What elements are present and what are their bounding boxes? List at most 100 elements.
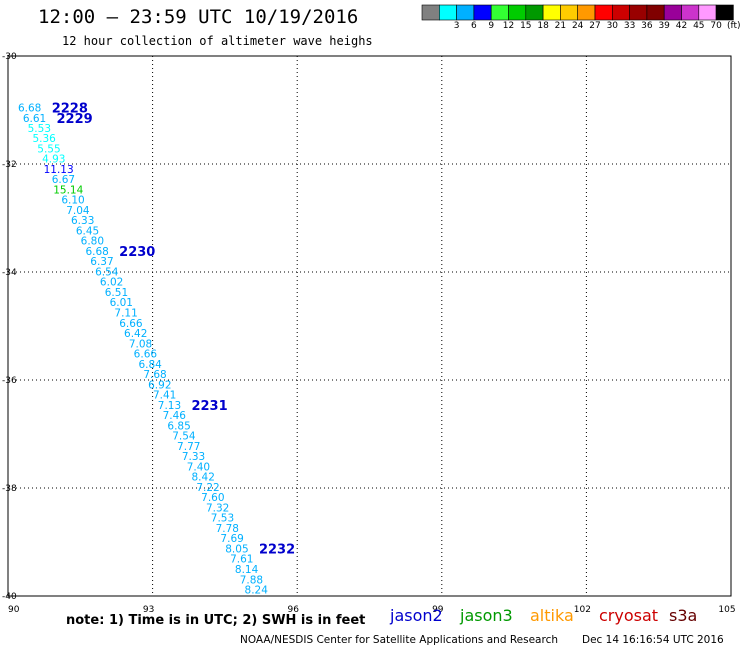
legend-swatch xyxy=(663,4,682,21)
legend-swatch xyxy=(473,4,492,21)
legend-swatch-label: 42 xyxy=(675,21,688,31)
legend-swatch xyxy=(611,4,630,21)
legend-swatch-label: 70 xyxy=(710,21,722,31)
time-label: 2228 xyxy=(52,101,88,116)
swh-value: 7.88 xyxy=(240,574,263,586)
legend-swatch xyxy=(542,4,561,21)
footer-note: note: 1) Time is in UTC; 2) SWH is in fe… xyxy=(66,613,366,628)
swh-value: 7.77 xyxy=(177,441,200,453)
swh-value: 6.68 xyxy=(18,102,41,114)
legend-swatch-label: 45 xyxy=(693,21,705,31)
swh-value: 6.80 xyxy=(81,236,104,248)
legend-swatch xyxy=(715,4,734,21)
swh-value: 6.66 xyxy=(119,318,143,330)
legend-swatch-label: 21 xyxy=(554,21,567,31)
swh-value: 7.46 xyxy=(163,410,187,422)
swh-value: 7.78 xyxy=(216,523,239,535)
legend-swatch-label: 39 xyxy=(658,21,670,31)
swh-value: 7.60 xyxy=(201,492,224,504)
legend-swatch xyxy=(560,4,579,21)
swh-value: 7.69 xyxy=(220,533,243,545)
swh-value: 7.11 xyxy=(114,308,137,320)
swh-value: 8.05 xyxy=(225,543,248,555)
legend-swatch xyxy=(646,4,665,21)
swh-value: 7.54 xyxy=(172,431,196,443)
swh-value: 6.61 xyxy=(23,113,46,125)
lat-tick-label: -40 xyxy=(2,592,17,602)
swh-value: 6.33 xyxy=(71,215,94,227)
lon-tick-label: 96 xyxy=(287,605,299,615)
legend-swatch-label: 6 xyxy=(471,21,477,31)
swh-value: 7.53 xyxy=(211,513,234,525)
swh-value: 7.22 xyxy=(196,482,219,494)
swh-value: 8.42 xyxy=(192,472,215,484)
swh-value: 7.33 xyxy=(182,451,205,463)
swh-value: 7.13 xyxy=(158,400,181,412)
legend-swatch-label: 36 xyxy=(641,21,653,31)
swh-value: 6.68 xyxy=(85,246,108,258)
time-label: 2229 xyxy=(57,112,93,127)
time-label: 2232 xyxy=(259,542,295,557)
swh-value: 6.01 xyxy=(110,297,133,309)
credit-line: NOAA/NESDIS Center for Satellite Applica… xyxy=(240,634,558,646)
swh-value: 7.32 xyxy=(206,502,229,514)
legend-swatch xyxy=(525,4,544,21)
swh-value: 6.37 xyxy=(90,256,113,268)
lat-tick-label: -34 xyxy=(2,268,17,278)
swh-value: 5.53 xyxy=(28,123,51,135)
time-label: 2230 xyxy=(119,245,155,260)
swh-value: 6.51 xyxy=(105,287,128,299)
satellite-jason3: jason3 xyxy=(460,606,513,625)
color-legend xyxy=(421,4,734,21)
swh-value: 7.68 xyxy=(143,369,166,381)
lat-tick-label: -32 xyxy=(2,160,17,170)
swh-value: 6.54 xyxy=(95,266,119,278)
swh-value: 6.66 xyxy=(134,349,158,361)
legend-swatch-label: 18 xyxy=(537,21,549,31)
swh-value: 5.36 xyxy=(32,133,56,145)
legend-swatch xyxy=(698,4,717,21)
map-grid xyxy=(8,56,731,596)
legend-swatch-label: 9 xyxy=(488,21,495,31)
swh-value: 6.92 xyxy=(148,379,171,391)
swh-value: 6.45 xyxy=(76,225,99,237)
lat-tick-label: -30 xyxy=(2,52,17,62)
legend-swatch-label: 3 xyxy=(453,21,460,31)
swh-value: 7.41 xyxy=(153,390,176,402)
lon-tick-label: 105 xyxy=(718,605,735,615)
legend-swatch xyxy=(594,4,613,21)
swh-value: 7.04 xyxy=(66,205,90,217)
swh-value: 6.67 xyxy=(52,174,75,186)
swh-value: 6.10 xyxy=(61,195,84,207)
satellite-cryosat: cryosat xyxy=(599,606,659,625)
lat-tick-label: -38 xyxy=(2,484,17,494)
legend-swatch-label: 27 xyxy=(589,21,601,31)
legend-swatch-label: 33 xyxy=(623,21,636,31)
legend-unit: (ft) xyxy=(727,21,740,31)
lon-tick-label: 90 xyxy=(8,605,20,615)
map-title: 12:00 – 23:59 UTC 10/19/2016 xyxy=(38,6,359,28)
lon-tick-label: 99 xyxy=(432,605,444,615)
swh-value: 7.08 xyxy=(129,338,152,350)
swh-value: 8.24 xyxy=(245,585,269,597)
lon-tick-label: 93 xyxy=(143,605,154,615)
swh-value: 6.02 xyxy=(100,277,123,289)
generated-timestamp: Dec 14 16:16:54 UTC 2016 xyxy=(582,634,724,646)
swh-value: 15.14 xyxy=(53,184,83,196)
legend-swatch-label: 15 xyxy=(520,21,532,31)
legend-swatch xyxy=(508,4,527,21)
satellite-jason2: jason2 xyxy=(390,606,443,625)
legend-swatch-label: 24 xyxy=(571,21,584,31)
satellite-altika: altika xyxy=(530,606,574,625)
swh-value: 8.14 xyxy=(235,564,259,576)
legend-swatch xyxy=(577,4,596,21)
lat-tick-label: -36 xyxy=(2,376,17,386)
swh-value: 6.85 xyxy=(167,420,190,432)
swh-value: 11.13 xyxy=(44,164,74,176)
map-subtitle: 12 hour collection of altimeter wave hei… xyxy=(62,34,373,48)
swh-value: 6.84 xyxy=(138,359,162,371)
swh-value: 4.93 xyxy=(42,154,65,166)
